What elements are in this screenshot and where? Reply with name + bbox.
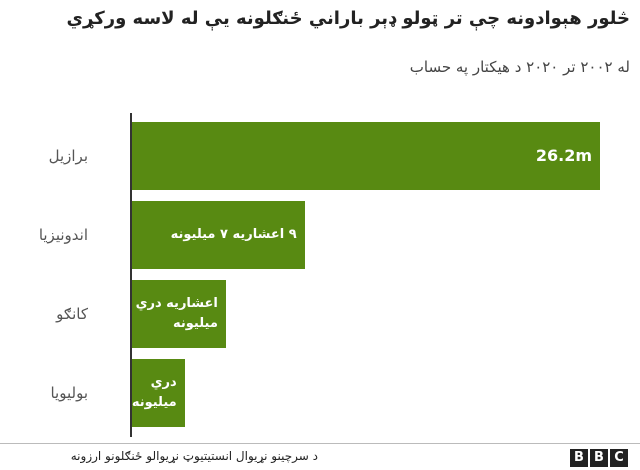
value-label: اعشاریه دري میلیونه	[135, 296, 218, 331]
category-label: برازیل	[48, 147, 88, 165]
bar	[131, 359, 185, 427]
bar	[131, 201, 305, 269]
category-label: بولیویا	[50, 384, 88, 402]
chart-title: څلور هېوادونه چې تر ټولو ډېر باراني ځنګل…	[66, 8, 630, 29]
logo-letter: B	[570, 449, 588, 467]
category-label: اندونیزیا	[38, 226, 88, 244]
value-label: 26.2m	[535, 146, 592, 165]
value-label: دري میلیونه	[131, 375, 177, 410]
bar	[131, 280, 226, 348]
axis-line	[130, 113, 132, 437]
value-label: ۹ اعشاریه ۷ میلیونه	[170, 227, 297, 242]
footer-rule	[0, 443, 640, 444]
logo-letter: B	[590, 449, 608, 467]
bar	[131, 122, 600, 190]
logo-letter: C	[610, 449, 628, 467]
source: د سرچینو نړیوال انستیتیوټ نړیوالو ځنګلون…	[70, 449, 318, 463]
chart-subtitle: له ۲۰۰۲ تر ۲۰۲۰ د هیکتار په حساب	[409, 58, 630, 76]
category-label: کانګو	[56, 305, 88, 323]
